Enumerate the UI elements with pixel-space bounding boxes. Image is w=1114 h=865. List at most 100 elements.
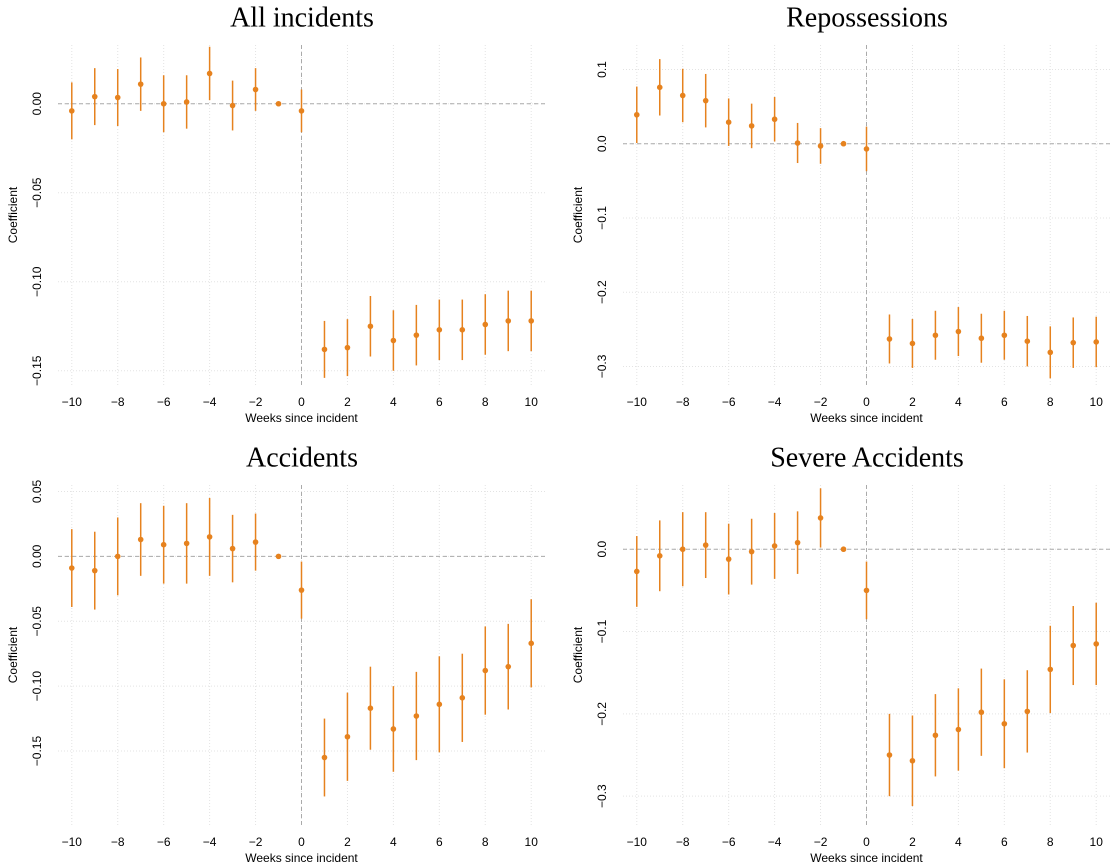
- x-tick-label: 2: [909, 835, 916, 849]
- point: [459, 327, 466, 333]
- point: [367, 705, 374, 712]
- x-axis-title: Weeks since incident: [245, 411, 358, 425]
- x-tick-label: 8: [482, 395, 489, 409]
- point: [725, 119, 732, 126]
- point: [633, 568, 640, 575]
- point: [771, 116, 778, 123]
- point: [137, 81, 144, 87]
- point: [505, 663, 512, 670]
- y-axis-title: Coefficient: [571, 626, 585, 683]
- point: [298, 108, 305, 114]
- point: [413, 332, 420, 338]
- x-tick-label: 6: [1001, 395, 1008, 409]
- x-tick-label: −8: [676, 395, 690, 409]
- point: [1093, 339, 1100, 345]
- y-tick-label: −0.1: [595, 206, 609, 230]
- x-tick-label: 6: [436, 395, 443, 409]
- x-tick-label: 10: [1090, 835, 1104, 849]
- point: [252, 86, 259, 93]
- y-tick-label: 0.05: [30, 479, 44, 503]
- point: [459, 695, 466, 701]
- y-tick-label: −0.05: [30, 606, 44, 637]
- x-tick-label: 2: [344, 395, 351, 409]
- y-tick-label: −0.2: [595, 702, 609, 726]
- point: [725, 556, 732, 562]
- x-tick-label: −4: [203, 835, 217, 849]
- point: [252, 539, 259, 545]
- x-tick-label: 2: [344, 835, 351, 849]
- point: [229, 102, 236, 109]
- x-tick-label: 0: [863, 835, 870, 849]
- point: [367, 323, 374, 330]
- y-tick-label: −0.1: [595, 619, 609, 643]
- y-tick-label: 0.00: [30, 544, 44, 568]
- point: [863, 146, 870, 152]
- x-tick-label: −4: [768, 395, 782, 409]
- x-tick-label: −2: [814, 835, 828, 849]
- point: [978, 335, 985, 342]
- point: [633, 111, 640, 118]
- x-tick-label: 6: [1001, 835, 1008, 849]
- point: [1070, 642, 1077, 649]
- y-tick-label: −0.15: [30, 355, 44, 386]
- point: [528, 318, 535, 324]
- x-tick-label: −2: [249, 835, 263, 849]
- point: [321, 346, 328, 353]
- point: [702, 97, 709, 104]
- x-tick-label: 8: [1047, 835, 1054, 849]
- point: [275, 553, 282, 560]
- x-tick-label: 0: [863, 395, 870, 409]
- point: [114, 94, 121, 101]
- x-tick-label: 2: [909, 395, 916, 409]
- point: [932, 332, 939, 339]
- point: [229, 545, 236, 552]
- y-tick-label: −0.10: [30, 266, 44, 297]
- y-tick-label: −0.10: [30, 671, 44, 702]
- point: [436, 327, 443, 333]
- point: [886, 752, 893, 758]
- point: [955, 328, 962, 335]
- x-tick-label: −6: [722, 395, 736, 409]
- point: [160, 100, 167, 107]
- point: [91, 567, 98, 574]
- x-tick-label: −8: [111, 835, 125, 849]
- point: [794, 539, 801, 546]
- y-tick-label: 0.0: [595, 135, 609, 152]
- point: [1093, 641, 1100, 647]
- x-tick-label: 4: [955, 395, 962, 409]
- point: [909, 757, 916, 764]
- x-tick-label: 8: [1047, 395, 1054, 409]
- point: [1047, 666, 1054, 673]
- x-tick-label: 10: [525, 835, 539, 849]
- point: [909, 340, 916, 347]
- point: [528, 640, 535, 647]
- point: [436, 701, 443, 708]
- chart-title: Accidents: [246, 442, 358, 473]
- x-tick-label: −10: [62, 395, 83, 409]
- x-tick-label: 10: [1090, 395, 1104, 409]
- point: [183, 99, 190, 105]
- point: [505, 318, 512, 324]
- point: [656, 84, 663, 91]
- x-tick-label: 0: [298, 835, 305, 849]
- x-tick-label: −4: [768, 835, 782, 849]
- x-tick-label: −8: [111, 395, 125, 409]
- x-tick-label: −10: [62, 835, 83, 849]
- x-tick-label: −10: [627, 395, 648, 409]
- point: [390, 726, 397, 732]
- point: [160, 541, 167, 548]
- point: [978, 709, 985, 716]
- y-tick-label: 0.1: [595, 61, 609, 78]
- point: [1024, 338, 1031, 345]
- y-tick-label: −0.2: [595, 280, 609, 304]
- y-tick-label: −0.15: [30, 736, 44, 767]
- point: [68, 565, 75, 571]
- chart-title: All incidents: [230, 2, 374, 33]
- point: [656, 552, 663, 559]
- point: [183, 540, 190, 547]
- point: [91, 93, 98, 100]
- x-tick-label: 4: [955, 835, 962, 849]
- x-tick-label: −2: [249, 395, 263, 409]
- point: [771, 543, 778, 549]
